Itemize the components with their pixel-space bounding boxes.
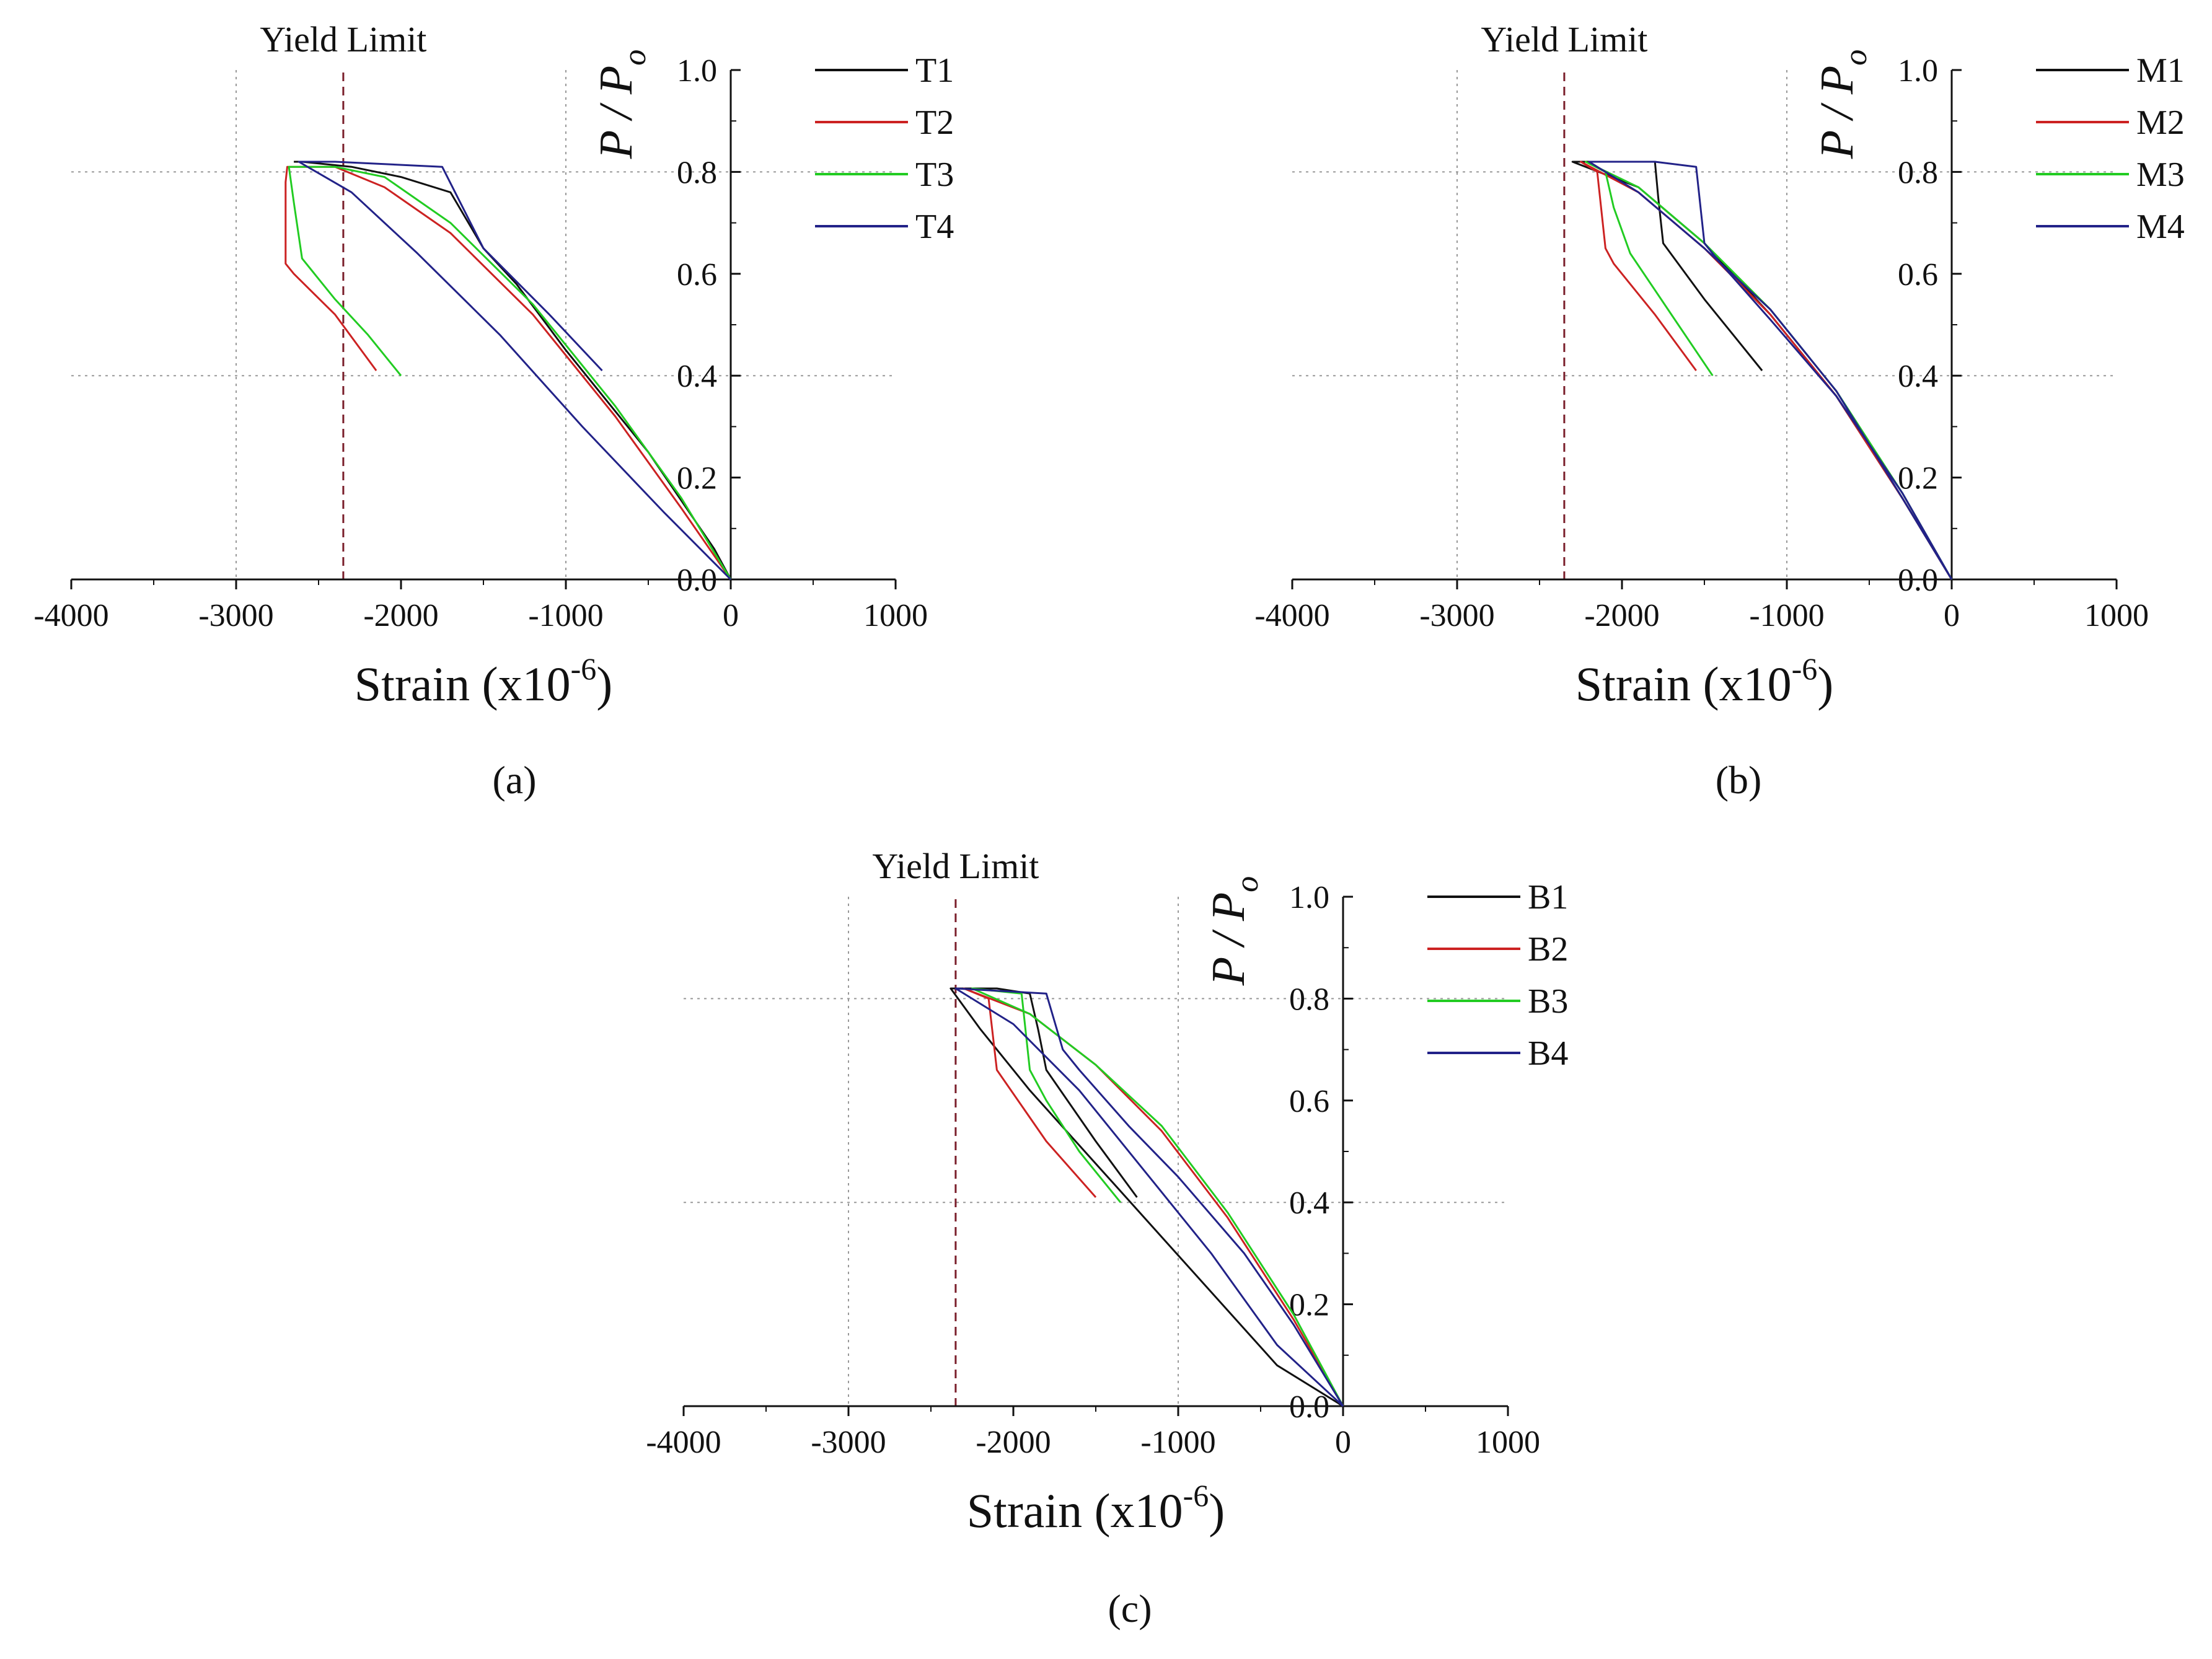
x-tick-label: -4000 (33, 598, 108, 633)
series-line-B1 (950, 987, 1344, 1407)
legend-label-T3: T3 (915, 156, 954, 194)
chart-panel-2: Yield Limit -4000 -3000 -2000 -1000 0 1000 0.0 0… (1254, 19, 2184, 802)
yield-limit-annotation: Yield Limit (872, 846, 1039, 886)
y-tick-label: 0.0 (677, 563, 717, 598)
x-tick-label: -3000 (811, 1425, 886, 1460)
x-tick-label: -3000 (1419, 598, 1494, 633)
x-tick-label: -1000 (528, 598, 603, 633)
series-line-B4 (954, 987, 1344, 1407)
legend-label-M3: M3 (2136, 156, 2185, 194)
y-tick-label: 0.6 (677, 257, 717, 293)
x-tick-label: -4000 (1254, 598, 1329, 633)
x-tick-label: -4000 (646, 1425, 721, 1460)
legend-label-B1: B1 (1528, 878, 1568, 917)
x-axis-label: Strain (x10-6) (967, 1478, 1225, 1538)
series-line-T4 (297, 161, 732, 581)
legend-label-B3: B3 (1528, 982, 1568, 1021)
x-tick-label: -2000 (976, 1425, 1051, 1460)
legend-label-B4: B4 (1528, 1034, 1568, 1073)
x-tick-label: 0 (1944, 598, 1960, 633)
legend-label-T4: T4 (915, 208, 954, 246)
x-axis-label-text: Strain (x10 (355, 657, 571, 711)
x-tick-label: 1000 (863, 598, 928, 633)
x-tick-label: 0 (723, 598, 739, 633)
legend-label-M2: M2 (2136, 103, 2185, 142)
series-line-T3 (288, 165, 732, 580)
x-tick-label: 1000 (1476, 1425, 1540, 1460)
y-tick-label: 0.2 (1898, 461, 1938, 496)
y-axis-label: P / Po (590, 50, 653, 160)
series-line-M1 (1571, 161, 1953, 580)
y-tick-label: 0.6 (1289, 1084, 1329, 1119)
series-line-B3 (971, 987, 1344, 1407)
x-axis-label-text: Strain (x10 (967, 1484, 1183, 1538)
panel-label: (a) (492, 758, 536, 802)
y-tick-label: 0.0 (1898, 563, 1938, 598)
x-axis-label-close: ) (1209, 1484, 1225, 1538)
series-line-T2 (284, 165, 732, 580)
x-tick-label: -1000 (1140, 1425, 1215, 1460)
chart-panel-1: Yield Limit -4000 -3000 -2000 -1000 0 1000 0.0 0… (33, 19, 954, 802)
y-tick-label: 0.4 (1289, 1186, 1329, 1221)
x-axis-label-exponent: -6 (571, 651, 597, 686)
yield-limit-annotation: Yield Limit (1481, 19, 1647, 59)
y-tick-label: 0.4 (1898, 359, 1938, 394)
legend-label-M4: M4 (2136, 208, 2185, 246)
y-axis-label-subscript: o (1838, 50, 1874, 66)
panel-label: (b) (1716, 758, 1762, 802)
x-tick-label: -2000 (363, 598, 438, 633)
x-axis-label-close: ) (1817, 657, 1833, 711)
series-line-T1 (294, 161, 732, 580)
panel-label: (c) (1108, 1586, 1152, 1630)
x-axis-label: Strain (x10-6) (1575, 651, 1833, 711)
series-line-M2 (1580, 161, 1953, 580)
x-tick-label: -1000 (1749, 598, 1824, 633)
y-tick-label: 0.8 (677, 155, 717, 190)
series-line-M4 (1588, 161, 1953, 580)
y-tick-label: 1.0 (677, 53, 717, 89)
y-tick-label: 0.4 (677, 359, 717, 394)
y-tick-label: 0.6 (1898, 257, 1938, 293)
series-line-M3 (1585, 161, 1953, 580)
y-axis-label-subscript: o (1230, 876, 1265, 892)
y-axis-label: P / Po (1811, 50, 1874, 160)
chart-panel-3: Yield Limit -4000 -3000 -2000 -1000 0 1000 0.0 0… (646, 846, 1568, 1630)
legend-label-T1: T1 (915, 51, 954, 90)
x-tick-label: -2000 (1584, 598, 1659, 633)
y-tick-label: 0.8 (1289, 982, 1329, 1017)
y-axis-label: P / Po (1202, 876, 1265, 987)
yield-limit-annotation: Yield Limit (260, 19, 426, 59)
y-tick-label: 1.0 (1289, 880, 1329, 915)
x-axis-label-exponent: -6 (1792, 651, 1818, 686)
legend-label-M1: M1 (2136, 51, 2185, 90)
y-tick-label: 0.8 (1898, 155, 1938, 190)
y-tick-label: 1.0 (1898, 53, 1938, 89)
x-axis-label-text: Strain (x10 (1575, 657, 1792, 711)
x-axis-label: Strain (x10-6) (355, 651, 612, 711)
y-tick-label: 0.0 (1289, 1389, 1329, 1425)
series-line-B2 (963, 987, 1344, 1407)
x-tick-label: 0 (1335, 1425, 1351, 1460)
y-axis-label-subscript: o (617, 50, 653, 66)
y-tick-label: 0.2 (677, 461, 717, 496)
x-axis-label-close: ) (596, 657, 612, 711)
legend-label-T2: T2 (915, 103, 954, 142)
x-tick-label: -3000 (198, 598, 273, 633)
x-axis-label-exponent: -6 (1183, 1478, 1209, 1513)
legend-label-B2: B2 (1528, 930, 1568, 969)
x-tick-label: 1000 (2084, 598, 2149, 633)
